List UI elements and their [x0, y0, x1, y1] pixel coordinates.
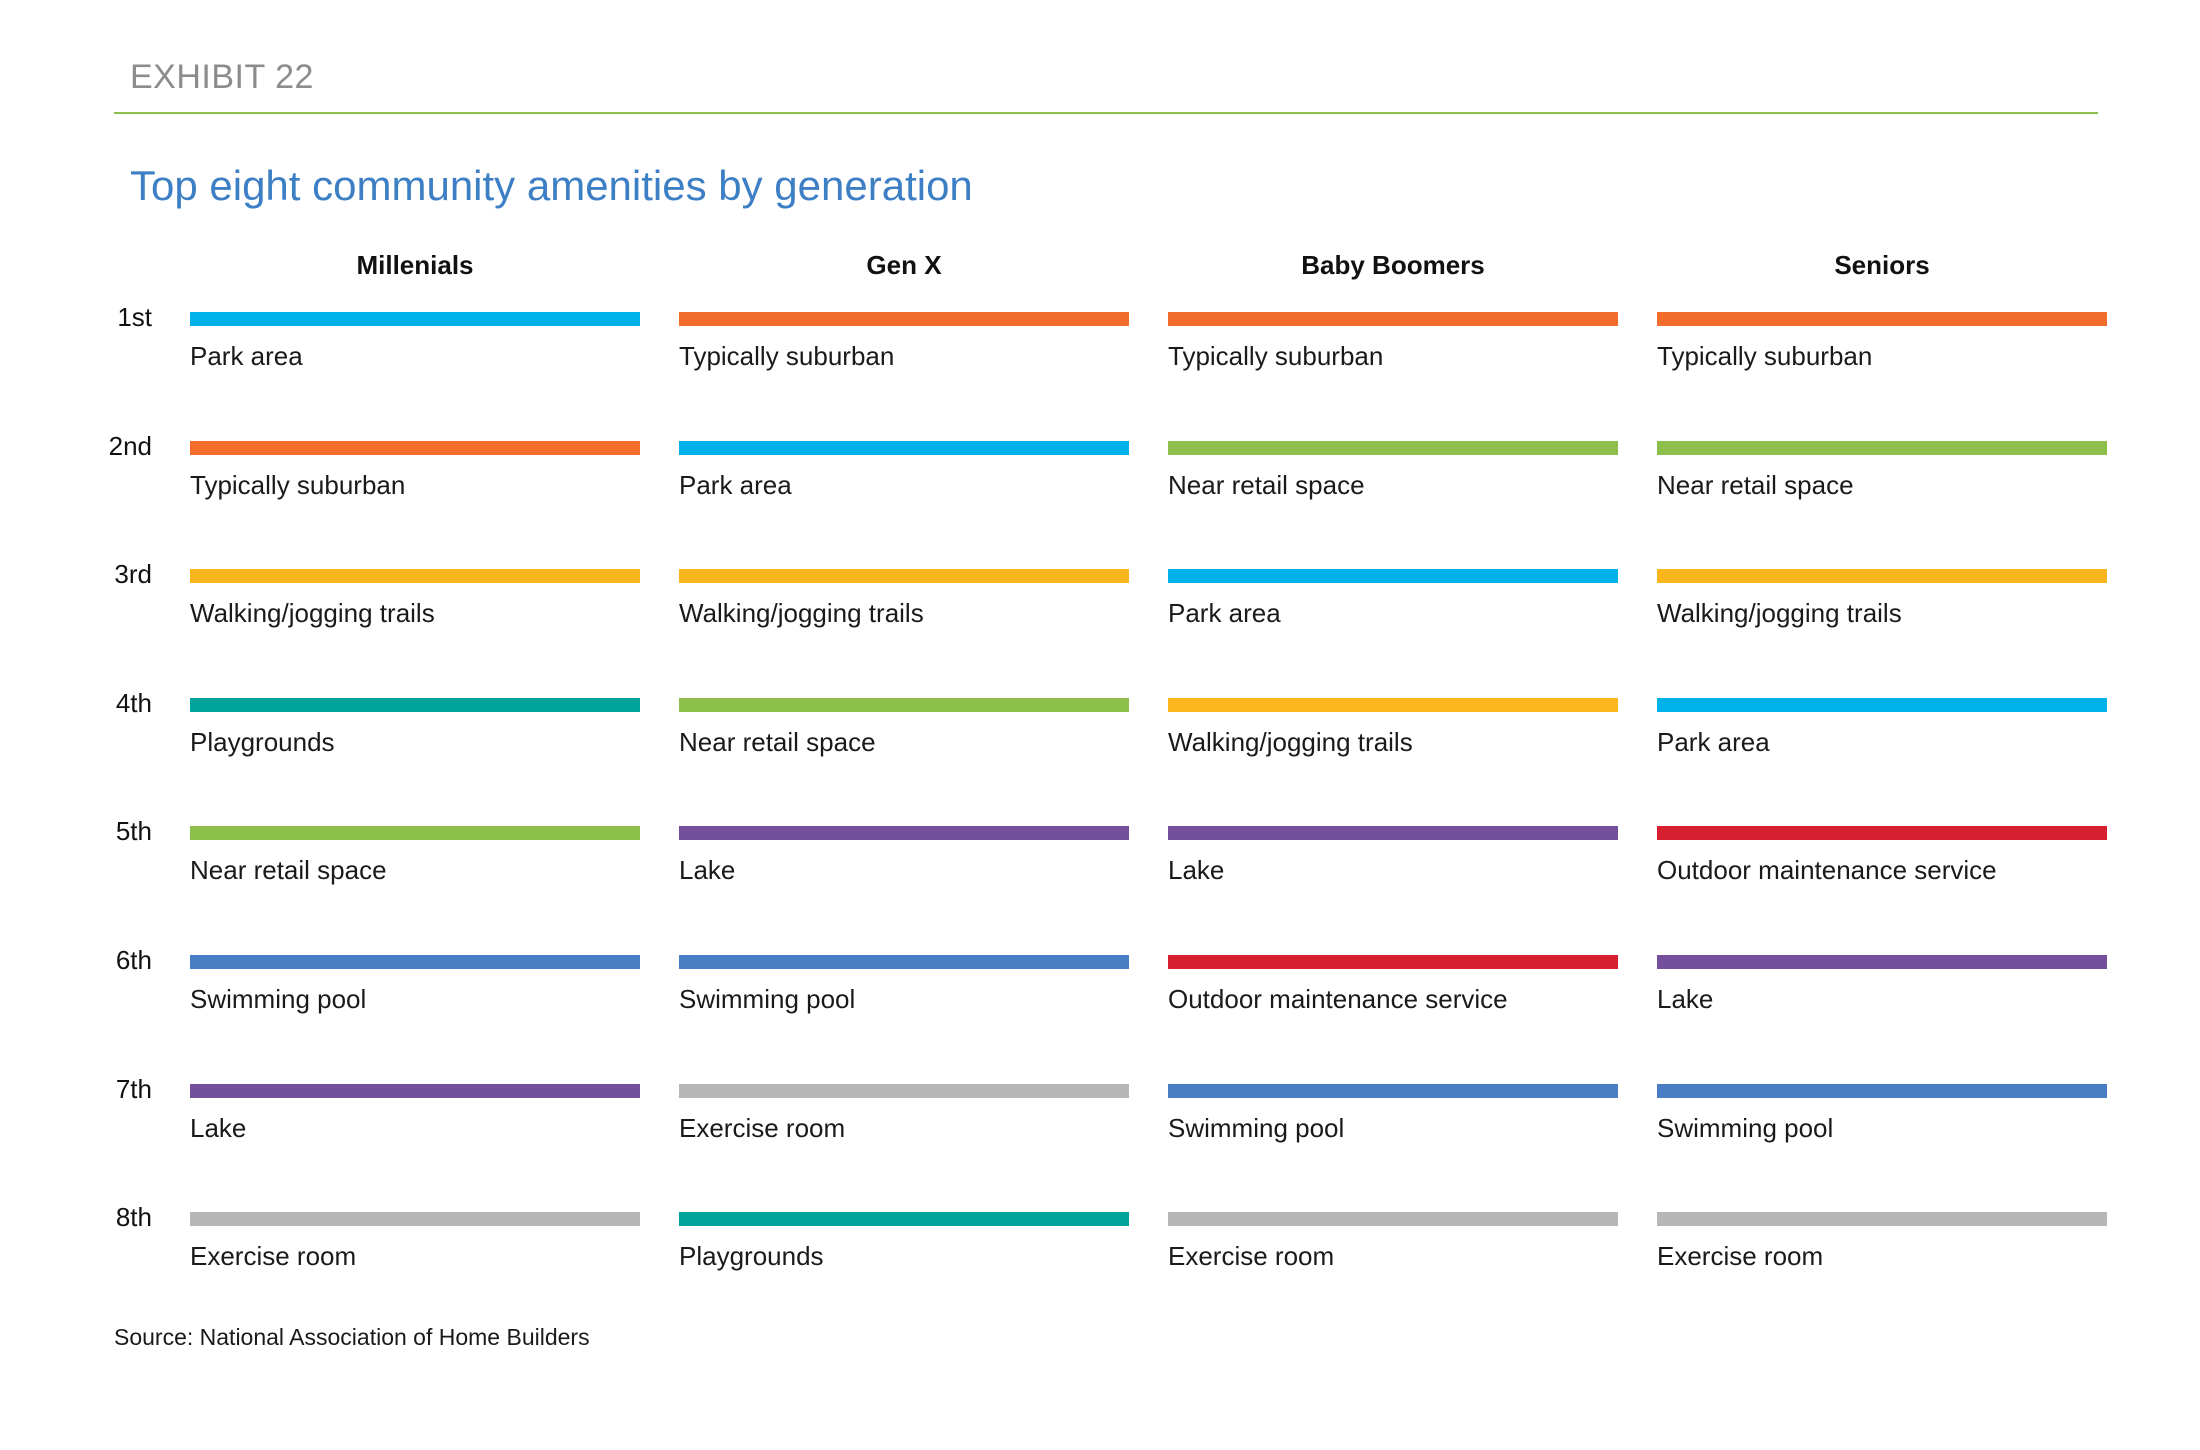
bar-baby-boomers-rank-1	[1168, 312, 1618, 326]
amenity-label-gen-x-rank-8: Playgrounds	[679, 1241, 824, 1272]
bar-millenials-rank-4	[190, 697, 640, 712]
rank-label-8th: 8th	[115, 1202, 152, 1233]
bar-gen-x-rank-2	[679, 440, 1129, 455]
column-header-seniors: Seniors	[1834, 250, 1930, 280]
bar-seniors-rank-6	[1657, 955, 2107, 969]
rank-label-5th: 5th	[115, 816, 152, 847]
amenity-label-baby-boomers-rank-5: Lake	[1168, 855, 1225, 886]
chart-title: Top eight community amenities by generat…	[130, 162, 973, 209]
bar-millenials-rank-7	[190, 1083, 640, 1098]
rank-label-6th: 6th	[115, 945, 152, 975]
bar-baby-boomers-rank-3	[1168, 569, 1618, 584]
bar-seniors-rank-8	[1657, 1212, 2107, 1227]
amenity-label-seniors-rank-3: Walking/jogging trails	[1657, 598, 1902, 629]
rank-label-3rd: 3rd	[114, 559, 152, 590]
bar-gen-x-rank-4	[679, 697, 1129, 712]
amenity-label-seniors-rank-8: Exercise room	[1657, 1241, 1824, 1272]
bar-millenials-rank-3	[190, 569, 640, 584]
amenity-label-millenials-rank-6: Swimming pool	[190, 984, 367, 1014]
exhibit-label: EXHIBIT 22	[130, 58, 314, 96]
amenity-label-millenials-rank-2: Typically suburban	[190, 469, 406, 500]
amenity-label-gen-x-rank-5: Lake	[679, 855, 736, 886]
source-note: Source: National Association of Home Bui…	[114, 1324, 590, 1350]
bar-millenials-rank-6	[190, 955, 640, 969]
column-header-gen-x: Gen X	[866, 250, 942, 280]
bar-millenials-rank-1	[190, 312, 640, 326]
rank-label-4th: 4th	[115, 687, 152, 718]
column-header-millenials: Millenials	[356, 250, 474, 280]
bar-baby-boomers-rank-6	[1168, 955, 1618, 969]
rank-label-1st: 1st	[117, 302, 152, 332]
amenity-label-baby-boomers-rank-2: Near retail space	[1168, 469, 1365, 500]
rank-label-7th: 7th	[115, 1073, 152, 1104]
bar-seniors-rank-5	[1657, 826, 2107, 841]
header-divider	[114, 112, 2098, 114]
bar-gen-x-rank-8	[679, 1212, 1129, 1227]
bar-gen-x-rank-1	[679, 312, 1129, 326]
amenity-label-baby-boomers-rank-7: Swimming pool	[1168, 1112, 1345, 1143]
amenity-label-gen-x-rank-4: Near retail space	[679, 726, 876, 757]
amenity-label-baby-boomers-rank-1: Typically suburban	[1168, 341, 1384, 371]
bar-gen-x-rank-6	[679, 955, 1129, 969]
amenity-label-baby-boomers-rank-8: Exercise room	[1168, 1241, 1335, 1272]
bar-millenials-rank-8	[190, 1212, 640, 1227]
amenity-label-millenials-rank-5: Near retail space	[190, 855, 387, 886]
bar-gen-x-rank-5	[679, 826, 1129, 841]
amenity-label-seniors-rank-6: Lake	[1657, 984, 1714, 1014]
amenity-label-millenials-rank-8: Exercise room	[190, 1241, 357, 1272]
column-header-baby-boomers: Baby Boomers	[1301, 250, 1485, 280]
amenity-label-seniors-rank-2: Near retail space	[1657, 469, 1854, 500]
rank-label-2nd: 2nd	[108, 430, 152, 461]
amenity-label-gen-x-rank-1: Typically suburban	[679, 341, 895, 371]
bar-baby-boomers-rank-7	[1168, 1083, 1618, 1098]
bar-baby-boomers-rank-4	[1168, 697, 1618, 712]
bar-gen-x-rank-3	[679, 569, 1129, 584]
bar-baby-boomers-rank-8	[1168, 1212, 1618, 1227]
amenity-label-baby-boomers-rank-4: Walking/jogging trails	[1168, 726, 1413, 757]
bar-seniors-rank-2	[1657, 440, 2107, 455]
bar-seniors-rank-7	[1657, 1083, 2107, 1098]
amenity-label-gen-x-rank-3: Walking/jogging trails	[679, 598, 924, 629]
bar-gen-x-rank-7	[679, 1083, 1129, 1098]
bar-baby-boomers-rank-2	[1168, 440, 1618, 455]
amenity-label-seniors-rank-5: Outdoor maintenance service	[1657, 855, 1997, 886]
amenity-label-millenials-rank-7: Lake	[190, 1112, 247, 1143]
bar-baby-boomers-rank-5	[1168, 826, 1618, 841]
bar-seniors-rank-3	[1657, 569, 2107, 584]
amenity-label-seniors-rank-1: Typically suburban	[1657, 341, 1873, 371]
amenity-label-seniors-rank-7: Swimming pool	[1657, 1112, 1834, 1143]
amenity-label-baby-boomers-rank-6: Outdoor maintenance service	[1168, 984, 1508, 1014]
bar-seniors-rank-4	[1657, 697, 2107, 712]
bar-millenials-rank-5	[190, 826, 640, 841]
amenity-label-gen-x-rank-7: Exercise room	[679, 1112, 846, 1143]
bar-seniors-rank-1	[1657, 312, 2107, 326]
amenity-label-millenials-rank-1: Park area	[190, 341, 303, 371]
amenity-label-millenials-rank-4: Playgrounds	[190, 726, 335, 757]
amenity-label-gen-x-rank-2: Park area	[679, 469, 792, 500]
amenity-label-seniors-rank-4: Park area	[1657, 726, 1770, 757]
bar-millenials-rank-2	[190, 440, 640, 455]
amenity-label-gen-x-rank-6: Swimming pool	[679, 984, 856, 1014]
amenity-label-millenials-rank-3: Walking/jogging trails	[190, 598, 435, 629]
amenity-label-baby-boomers-rank-3: Park area	[1168, 598, 1281, 629]
